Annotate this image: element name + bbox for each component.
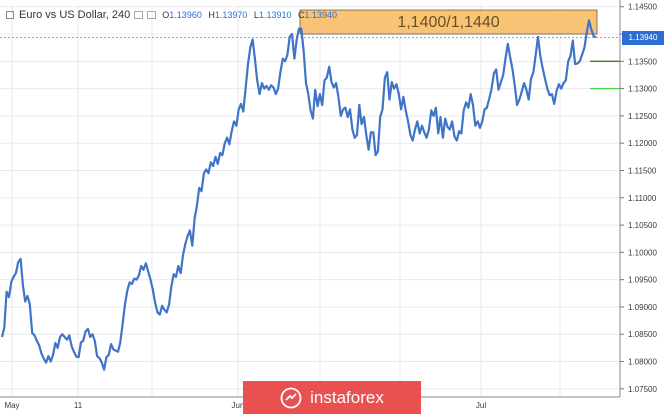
x-tick-label: May [4,401,19,410]
close-label: C [298,10,305,20]
resistance-zone [299,9,598,35]
watermark: instaforex [243,381,421,414]
open-label: O [162,10,170,20]
y-tick-label: 1.11500 [628,166,657,175]
x-tick-label: 11 [74,401,83,410]
y-tick-label: 1.08500 [628,330,657,339]
zone-label: 1,1400/1,1440 [397,14,500,31]
y-tick-label: 1.10500 [628,221,657,230]
symbol-title: Euro vs US Dollar, 240 [19,9,131,21]
y-tick-label: 1.13000 [628,85,657,94]
y-tick-label: 1.09500 [628,276,657,285]
level-lines [590,60,620,90]
open-value: 1.13960 [169,10,202,20]
grid-lines [0,4,620,397]
y-tick-label: 1.12000 [628,139,657,148]
y-tick-label: 1.10000 [628,248,657,257]
y-tick-label: 1.12500 [628,112,657,121]
current-price-tag: 1.13940 [622,31,664,45]
low-value: 1.13910 [258,10,292,20]
x-tick-label: Jun [232,401,245,410]
price-line [0,19,597,371]
y-tick-label: 1.13500 [628,57,657,66]
y-tick-label: 1.09000 [628,303,657,312]
y-tick-label: 1.07500 [628,385,657,394]
y-axis[interactable]: 1.145001.140001.135001.130001.125001.120… [619,0,657,397]
y-tick-label: 1.08000 [628,358,657,367]
eye-icon[interactable] [134,11,144,19]
high-value: 1.13970 [214,10,248,20]
low-label: L [253,10,259,20]
y-tick-label: 1.14500 [628,3,657,12]
instaforex-logo-icon [280,387,302,408]
ohlc-values: O1.13960 H1.13970 L1.13910 C1.13940 [162,10,341,20]
chart-legend: Euro vs US Dollar, 240 O1.13960 H1.13970… [6,8,341,22]
x-tick-label: Jul [476,401,486,410]
close-value: 1.13940 [304,10,338,20]
zone-rect [299,9,598,35]
series-line [0,19,597,371]
watermark-text: instaforex [310,387,384,407]
collapse-icon[interactable] [6,11,14,19]
settings-icon[interactable] [147,11,157,19]
high-label: H [208,10,215,20]
y-tick-label: 1.11000 [628,194,657,203]
